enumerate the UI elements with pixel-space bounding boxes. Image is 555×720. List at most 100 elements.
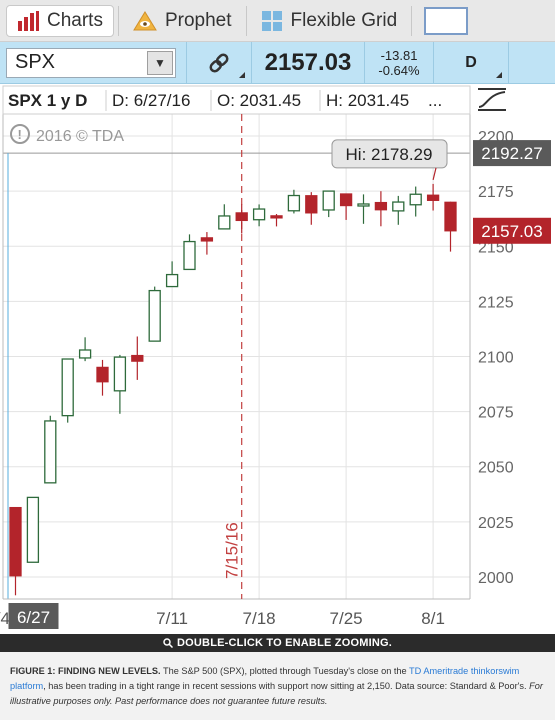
date-tick-label: 7/25: [330, 609, 363, 628]
divider: [433, 41, 434, 84]
price-tick-label: 2050: [478, 460, 514, 477]
tab-flexible-grid[interactable]: Flexible Grid: [251, 5, 408, 37]
candle: [44, 415, 57, 484]
price-tick-label: 2000: [478, 570, 514, 587]
hi-label-box: [331, 139, 448, 169]
caption-text-continued: , has been trading in a tight range in r…: [43, 681, 530, 691]
start-date-badge: [8, 603, 59, 629]
last-price-badge: [473, 217, 551, 244]
price-labels: Hi: 2178.29 2192.27 2157.03: [331, 139, 551, 244]
link-button[interactable]: [187, 42, 251, 84]
date-tick-label: 7/18: [243, 609, 276, 628]
header-date: D: 6/27/16: [112, 91, 190, 110]
candle-body-up: [113, 356, 127, 392]
candle: [183, 234, 196, 271]
net-change: -13.81: [380, 47, 418, 63]
candle: [270, 214, 283, 227]
last-price-label: 2157.03: [481, 222, 542, 241]
info-icon-glyph: !: [18, 127, 22, 142]
candle-body-up: [183, 240, 196, 271]
tab-divider: [245, 5, 247, 36]
divider: [186, 41, 187, 84]
candle-body-down: [200, 237, 214, 242]
zoom-hint-bar[interactable]: DOUBLE-CLICK TO ENABLE ZOOMING.: [0, 634, 555, 652]
candle: [409, 186, 422, 217]
start-date-label: 6/27: [17, 608, 50, 627]
candle: [148, 286, 161, 342]
percent-change: -0.64%: [378, 62, 420, 78]
crosshair-price-badge: [473, 140, 551, 167]
last-price: 2157.03: [264, 48, 352, 76]
candle-body-up: [148, 289, 161, 342]
date-marker: 7/15/16: [223, 114, 243, 599]
info-icon: [10, 124, 30, 144]
tab-charts[interactable]: Charts: [6, 4, 114, 37]
link-chain-icon: [209, 53, 229, 72]
chart-background: [0, 84, 555, 634]
candle-body-down: [96, 366, 109, 383]
price-tick-label: 2125: [478, 294, 514, 311]
divider: [508, 41, 509, 84]
candles: [9, 183, 457, 596]
candle: [252, 204, 266, 227]
candle-body-up: [44, 420, 57, 484]
candle: [322, 190, 335, 218]
time-axis: 7/4 7/11 7/18 7/25 8/1 6/27: [0, 603, 445, 629]
candle-body-up: [322, 190, 335, 211]
hi-label-pointer: [432, 167, 437, 181]
chart-header: [2, 85, 471, 115]
candle-body-down: [444, 201, 457, 232]
candle: [357, 194, 370, 224]
crosshair-price-label: 2192.27: [481, 144, 542, 163]
tab-divider: [117, 5, 119, 36]
zoom-hint-text: DOUBLE-CLICK TO ENABLE ZOOMING.: [177, 637, 392, 649]
layout-selector[interactable]: [424, 6, 469, 35]
candle-body-down: [339, 193, 353, 207]
change-cell: -13.81 -0.64%: [365, 42, 433, 84]
candle: [165, 261, 179, 288]
candle-body-up: [252, 208, 266, 221]
candle-body-up: [78, 349, 92, 359]
candle-body-up: [287, 194, 301, 212]
tab-divider: [411, 5, 413, 36]
caption-link[interactable]: TD Ameritrade thinkorswim platform: [10, 666, 520, 691]
bar-chart-icon: [18, 10, 39, 31]
candle-body-up: [26, 496, 40, 563]
drawing-tool-icon[interactable]: [478, 88, 506, 111]
date-tick-label: 8/1: [421, 609, 445, 628]
candle: [78, 337, 92, 362]
candle-body-down: [131, 354, 144, 362]
candle: [113, 354, 127, 414]
corner-indicator-icon: [239, 71, 245, 78]
candle: [9, 506, 22, 596]
symbol-value: SPX: [15, 51, 56, 73]
candle: [131, 336, 144, 380]
aggregation-selector[interactable]: D: [434, 42, 508, 84]
candle: [392, 195, 405, 225]
candle-body-up: [165, 273, 179, 288]
dropdown-arrow-icon[interactable]: ▼: [147, 50, 173, 75]
candle-body-down: [426, 194, 440, 201]
grid-layer: [3, 114, 470, 599]
candle: [305, 192, 318, 225]
candle: [444, 201, 457, 252]
caption-figure-title: FIGURE 1: FINDING NEW LEVELS.: [10, 666, 161, 676]
candle: [96, 359, 109, 396]
header-open: O: 2031.45: [217, 91, 301, 110]
candle-body-up: [409, 193, 422, 206]
price-tick-label: 2175: [478, 184, 514, 201]
tab-label: Flexible Grid: [290, 9, 398, 31]
candle-body-up: [218, 215, 231, 230]
chart-area[interactable]: SPX 1 y D D: 6/27/16 O: 2031.45 H: 2031.…: [0, 84, 555, 634]
candle: [61, 358, 74, 423]
tab-label: Charts: [47, 9, 103, 31]
magnifier-icon: [163, 638, 173, 648]
header-symbol-period: SPX 1 y D: [8, 91, 87, 110]
tab-prophet[interactable]: Prophet: [123, 5, 242, 37]
candle-body-down: [270, 215, 283, 219]
price-chart[interactable]: SPX 1 y D D: 6/27/16 O: 2031.45 H: 2031.…: [0, 84, 555, 634]
header-more[interactable]: ...: [428, 91, 442, 110]
symbol-selector[interactable]: SPX ▼: [6, 47, 176, 78]
price-tick-label: 2075: [478, 405, 514, 422]
